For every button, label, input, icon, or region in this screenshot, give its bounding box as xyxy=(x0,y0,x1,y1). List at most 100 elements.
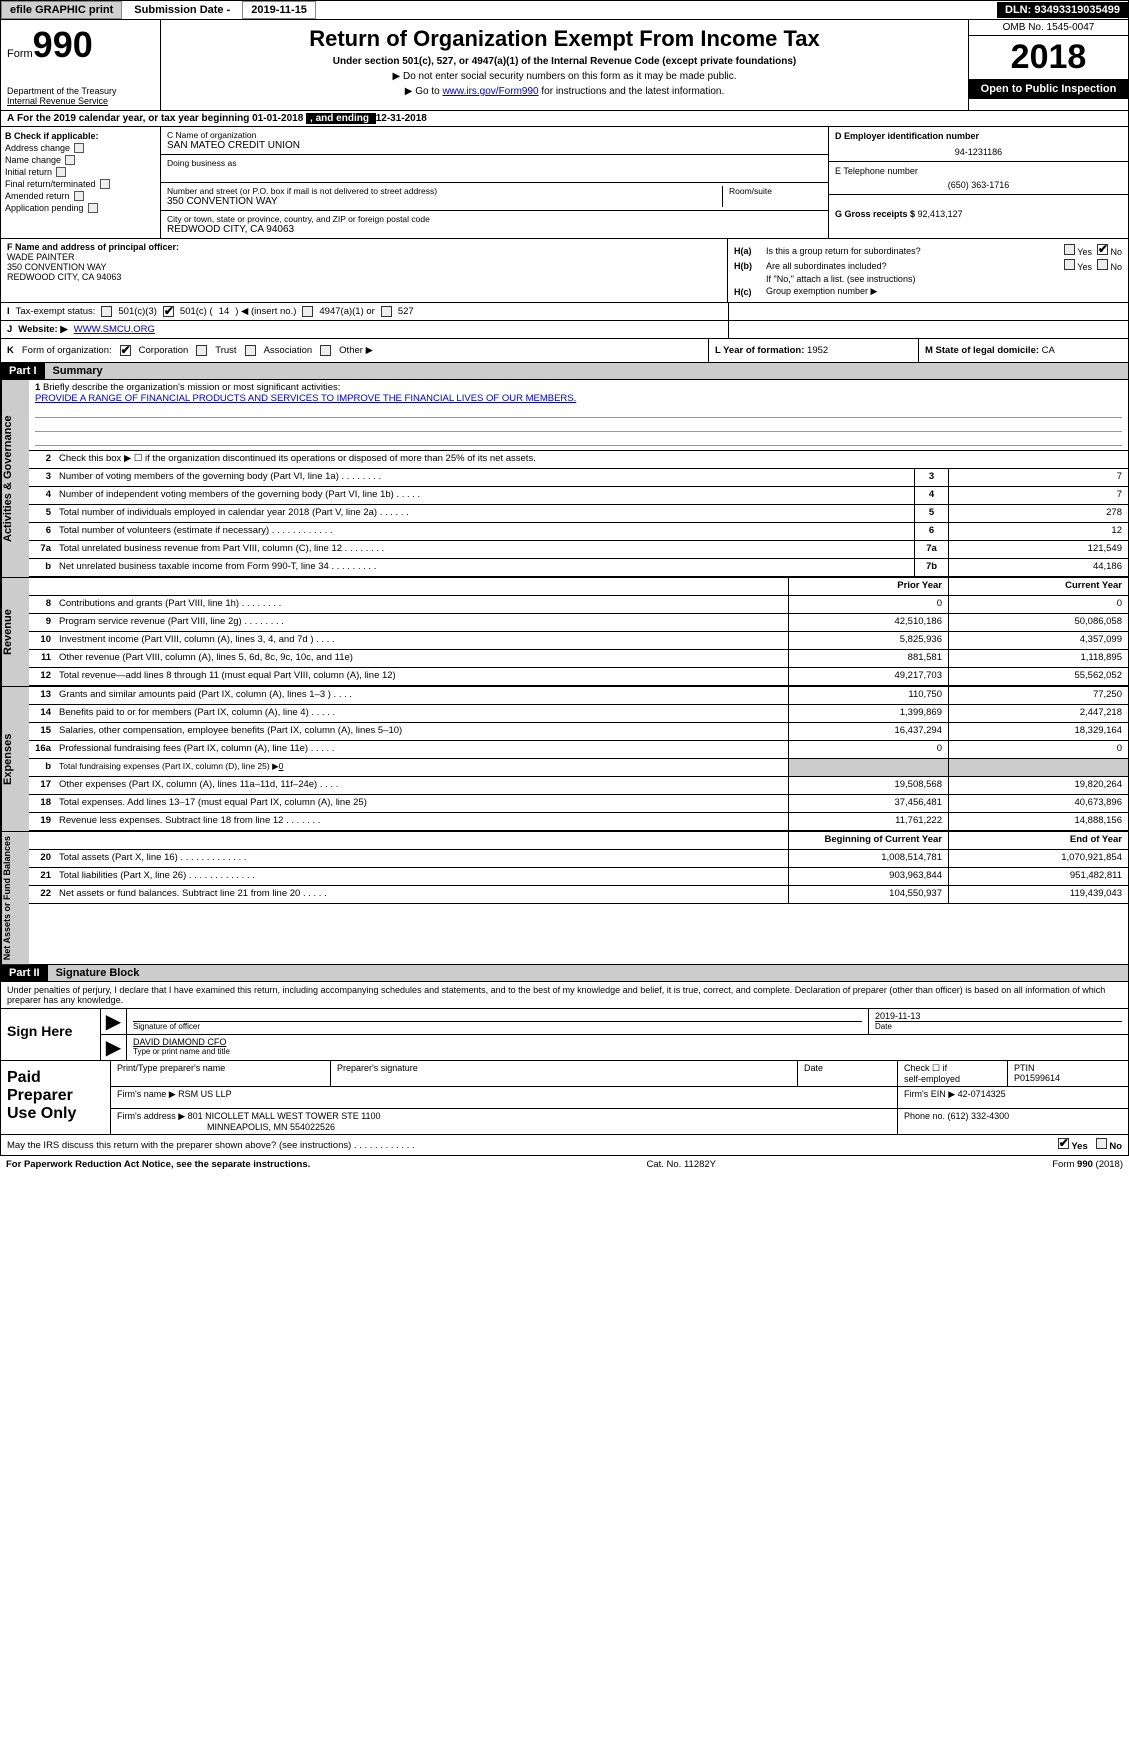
table-row: 19 Revenue less expenses. Subtract line … xyxy=(29,813,1128,831)
officer-addr1: 350 CONVENTION WAY xyxy=(7,262,107,272)
governance-side-label: Activities & Governance xyxy=(1,380,29,577)
table-row: 7a Total unrelated business revenue from… xyxy=(29,541,1128,559)
officer-name-value: DAVID DIAMOND CFO xyxy=(133,1037,1122,1047)
row-a-text1: For the 2019 calendar year, or tax year … xyxy=(17,113,252,124)
row-i-lead: I xyxy=(7,306,10,317)
officer-name-label: Type or print name and title xyxy=(133,1047,1122,1056)
header-left: Form990 Department of the Treasury Inter… xyxy=(1,20,161,110)
row-k-form-org: K Form of organization: Corporation Trus… xyxy=(0,339,1129,363)
omb-number: OMB No. 1545-0047 xyxy=(969,20,1128,36)
part2-tag: Part II xyxy=(1,965,48,981)
header-mid: Return of Organization Exempt From Incom… xyxy=(161,20,968,110)
table-row: 3 Number of voting members of the govern… xyxy=(29,469,1128,487)
checkbox-icon xyxy=(88,203,98,213)
prep-h2: Preparer's signature xyxy=(331,1061,798,1086)
part2-title: Signature Block xyxy=(48,965,1128,981)
table-row: 17 Other expenses (Part IX, column (A), … xyxy=(29,777,1128,795)
checkbox-checked-icon[interactable] xyxy=(120,345,131,356)
checkbox-icon[interactable] xyxy=(381,306,392,317)
line1-num: 1 xyxy=(35,382,40,393)
netassets-side-label: Net Assets or Fund Balances xyxy=(1,832,29,964)
gross-cell: G Gross receipts $ 92,413,127 xyxy=(829,195,1128,238)
table-row: 11 Other revenue (Part VIII, column (A),… xyxy=(29,650,1128,668)
part2-header: Part II Signature Block xyxy=(0,965,1129,982)
table-row: 20 Total assets (Part X, line 16) . . . … xyxy=(29,850,1128,868)
part1-header: Part I Summary xyxy=(0,363,1129,380)
mission-block: 1 Briefly describe the organization's mi… xyxy=(29,380,1128,451)
table-row: 15 Salaries, other compensation, employe… xyxy=(29,723,1128,741)
dba-label: Doing business as xyxy=(167,158,822,168)
chk-app-pending[interactable]: Application pending xyxy=(5,203,156,213)
row-j-website: J Website: ▶ WWW.SMCU.ORG xyxy=(0,321,1129,339)
checkbox-icon[interactable] xyxy=(1064,259,1075,270)
form-subtitle: Under section 501(c), 527, or 4947(a)(1)… xyxy=(169,56,960,67)
checkbox-checked-icon[interactable] xyxy=(1097,244,1108,255)
group-return: H(a) Is this a group return for subordin… xyxy=(728,239,1128,302)
footer-right: Form 990 (2018) xyxy=(1052,1159,1123,1170)
form-prefix: Form xyxy=(7,48,33,60)
checkbox-icon xyxy=(74,191,84,201)
netassets-header-row: Beginning of Current Year End of Year xyxy=(29,832,1128,850)
hc-text: Group exemption number ▶ xyxy=(766,286,877,297)
checkbox-icon xyxy=(65,155,75,165)
officer-name: WADE PAINTER xyxy=(7,252,75,262)
gross-value: 92,413,127 xyxy=(918,209,963,219)
checkbox-checked-icon[interactable] xyxy=(163,306,174,317)
underline xyxy=(35,420,1122,432)
checkbox-icon[interactable] xyxy=(302,306,313,317)
arrow-icon: ▶ xyxy=(101,1009,127,1034)
table-row: 18 Total expenses. Add lines 13–17 (must… xyxy=(29,795,1128,813)
room-label: Room/suite xyxy=(729,186,822,196)
current-year-header: Current Year xyxy=(948,578,1128,595)
hc-tag: H(c) xyxy=(734,287,766,297)
footer: For Paperwork Reduction Act Notice, see … xyxy=(0,1156,1129,1173)
expenses-side-label: Expenses xyxy=(1,687,29,831)
checkbox-icon[interactable] xyxy=(196,345,207,356)
address-cell: Number and street (or P.O. box if mail i… xyxy=(161,183,828,211)
checkbox-icon[interactable] xyxy=(101,306,112,317)
officer-label: F Name and address of principal officer: xyxy=(7,242,179,252)
netassets-section: Net Assets or Fund Balances Beginning of… xyxy=(0,831,1129,965)
city-label: City or town, state or province, country… xyxy=(167,214,822,224)
checkbox-icon[interactable] xyxy=(1097,259,1108,270)
chk-final-return[interactable]: Final return/terminated xyxy=(5,179,156,189)
col-c-org-info: C Name of organization SAN MATEO CREDIT … xyxy=(161,127,828,238)
table-row: 13 Grants and similar amounts paid (Part… xyxy=(29,687,1128,705)
checkbox-icon[interactable] xyxy=(245,345,256,356)
chk-initial-return[interactable]: Initial return xyxy=(5,167,156,177)
sig-date-label: Date xyxy=(875,1021,1122,1031)
checkbox-checked-icon[interactable] xyxy=(1058,1138,1069,1149)
chk-amended[interactable]: Amended return xyxy=(5,191,156,201)
part1-title: Summary xyxy=(45,363,1128,379)
ha-tag: H(a) xyxy=(734,246,766,256)
footer-left: For Paperwork Reduction Act Notice, see … xyxy=(6,1159,310,1170)
ha-yesno: Yes No xyxy=(1064,244,1122,257)
website-link[interactable]: WWW.SMCU.ORG xyxy=(74,324,155,335)
efile-button[interactable]: efile GRAPHIC print xyxy=(1,1,122,19)
city-cell: City or town, state or province, country… xyxy=(161,211,828,238)
checkbox-icon xyxy=(56,167,66,177)
chk-name-change[interactable]: Name change xyxy=(5,155,156,165)
line1-text: Briefly describe the organization's miss… xyxy=(43,382,341,393)
row-a-tax-year: A For the 2019 calendar year, or tax yea… xyxy=(0,111,1129,127)
chk-address-change[interactable]: Address change xyxy=(5,143,156,153)
begin-year-header: Beginning of Current Year xyxy=(788,832,948,849)
address-value: 350 CONVENTION WAY xyxy=(167,196,722,207)
hb-yesno: Yes No xyxy=(1064,259,1122,272)
checkbox-icon[interactable] xyxy=(1096,1138,1107,1149)
row-j-lead: J xyxy=(7,324,12,335)
arrow-icon: ▶ xyxy=(101,1035,127,1060)
sig-label: Signature of officer xyxy=(133,1021,862,1031)
paid-preparer-label: Paid Preparer Use Only xyxy=(1,1061,111,1134)
ha-line: H(a) Is this a group return for subordin… xyxy=(734,244,1122,257)
table-row: 16a Professional fundraising fees (Part … xyxy=(29,741,1128,759)
table-row: 10 Investment income (Part VIII, column … xyxy=(29,632,1128,650)
tax-year: 2018 xyxy=(969,36,1128,79)
checkbox-icon[interactable] xyxy=(320,345,331,356)
row-j-label: Website: ▶ xyxy=(18,324,67,335)
form990-link[interactable]: www.irs.gov/Form990 xyxy=(442,86,538,97)
checkbox-icon[interactable] xyxy=(1064,244,1075,255)
table-row: b Net unrelated business taxable income … xyxy=(29,559,1128,577)
prep-header-row: Print/Type preparer's name Preparer's si… xyxy=(111,1061,1128,1087)
open-public-badge: Open to Public Inspection xyxy=(969,79,1128,99)
